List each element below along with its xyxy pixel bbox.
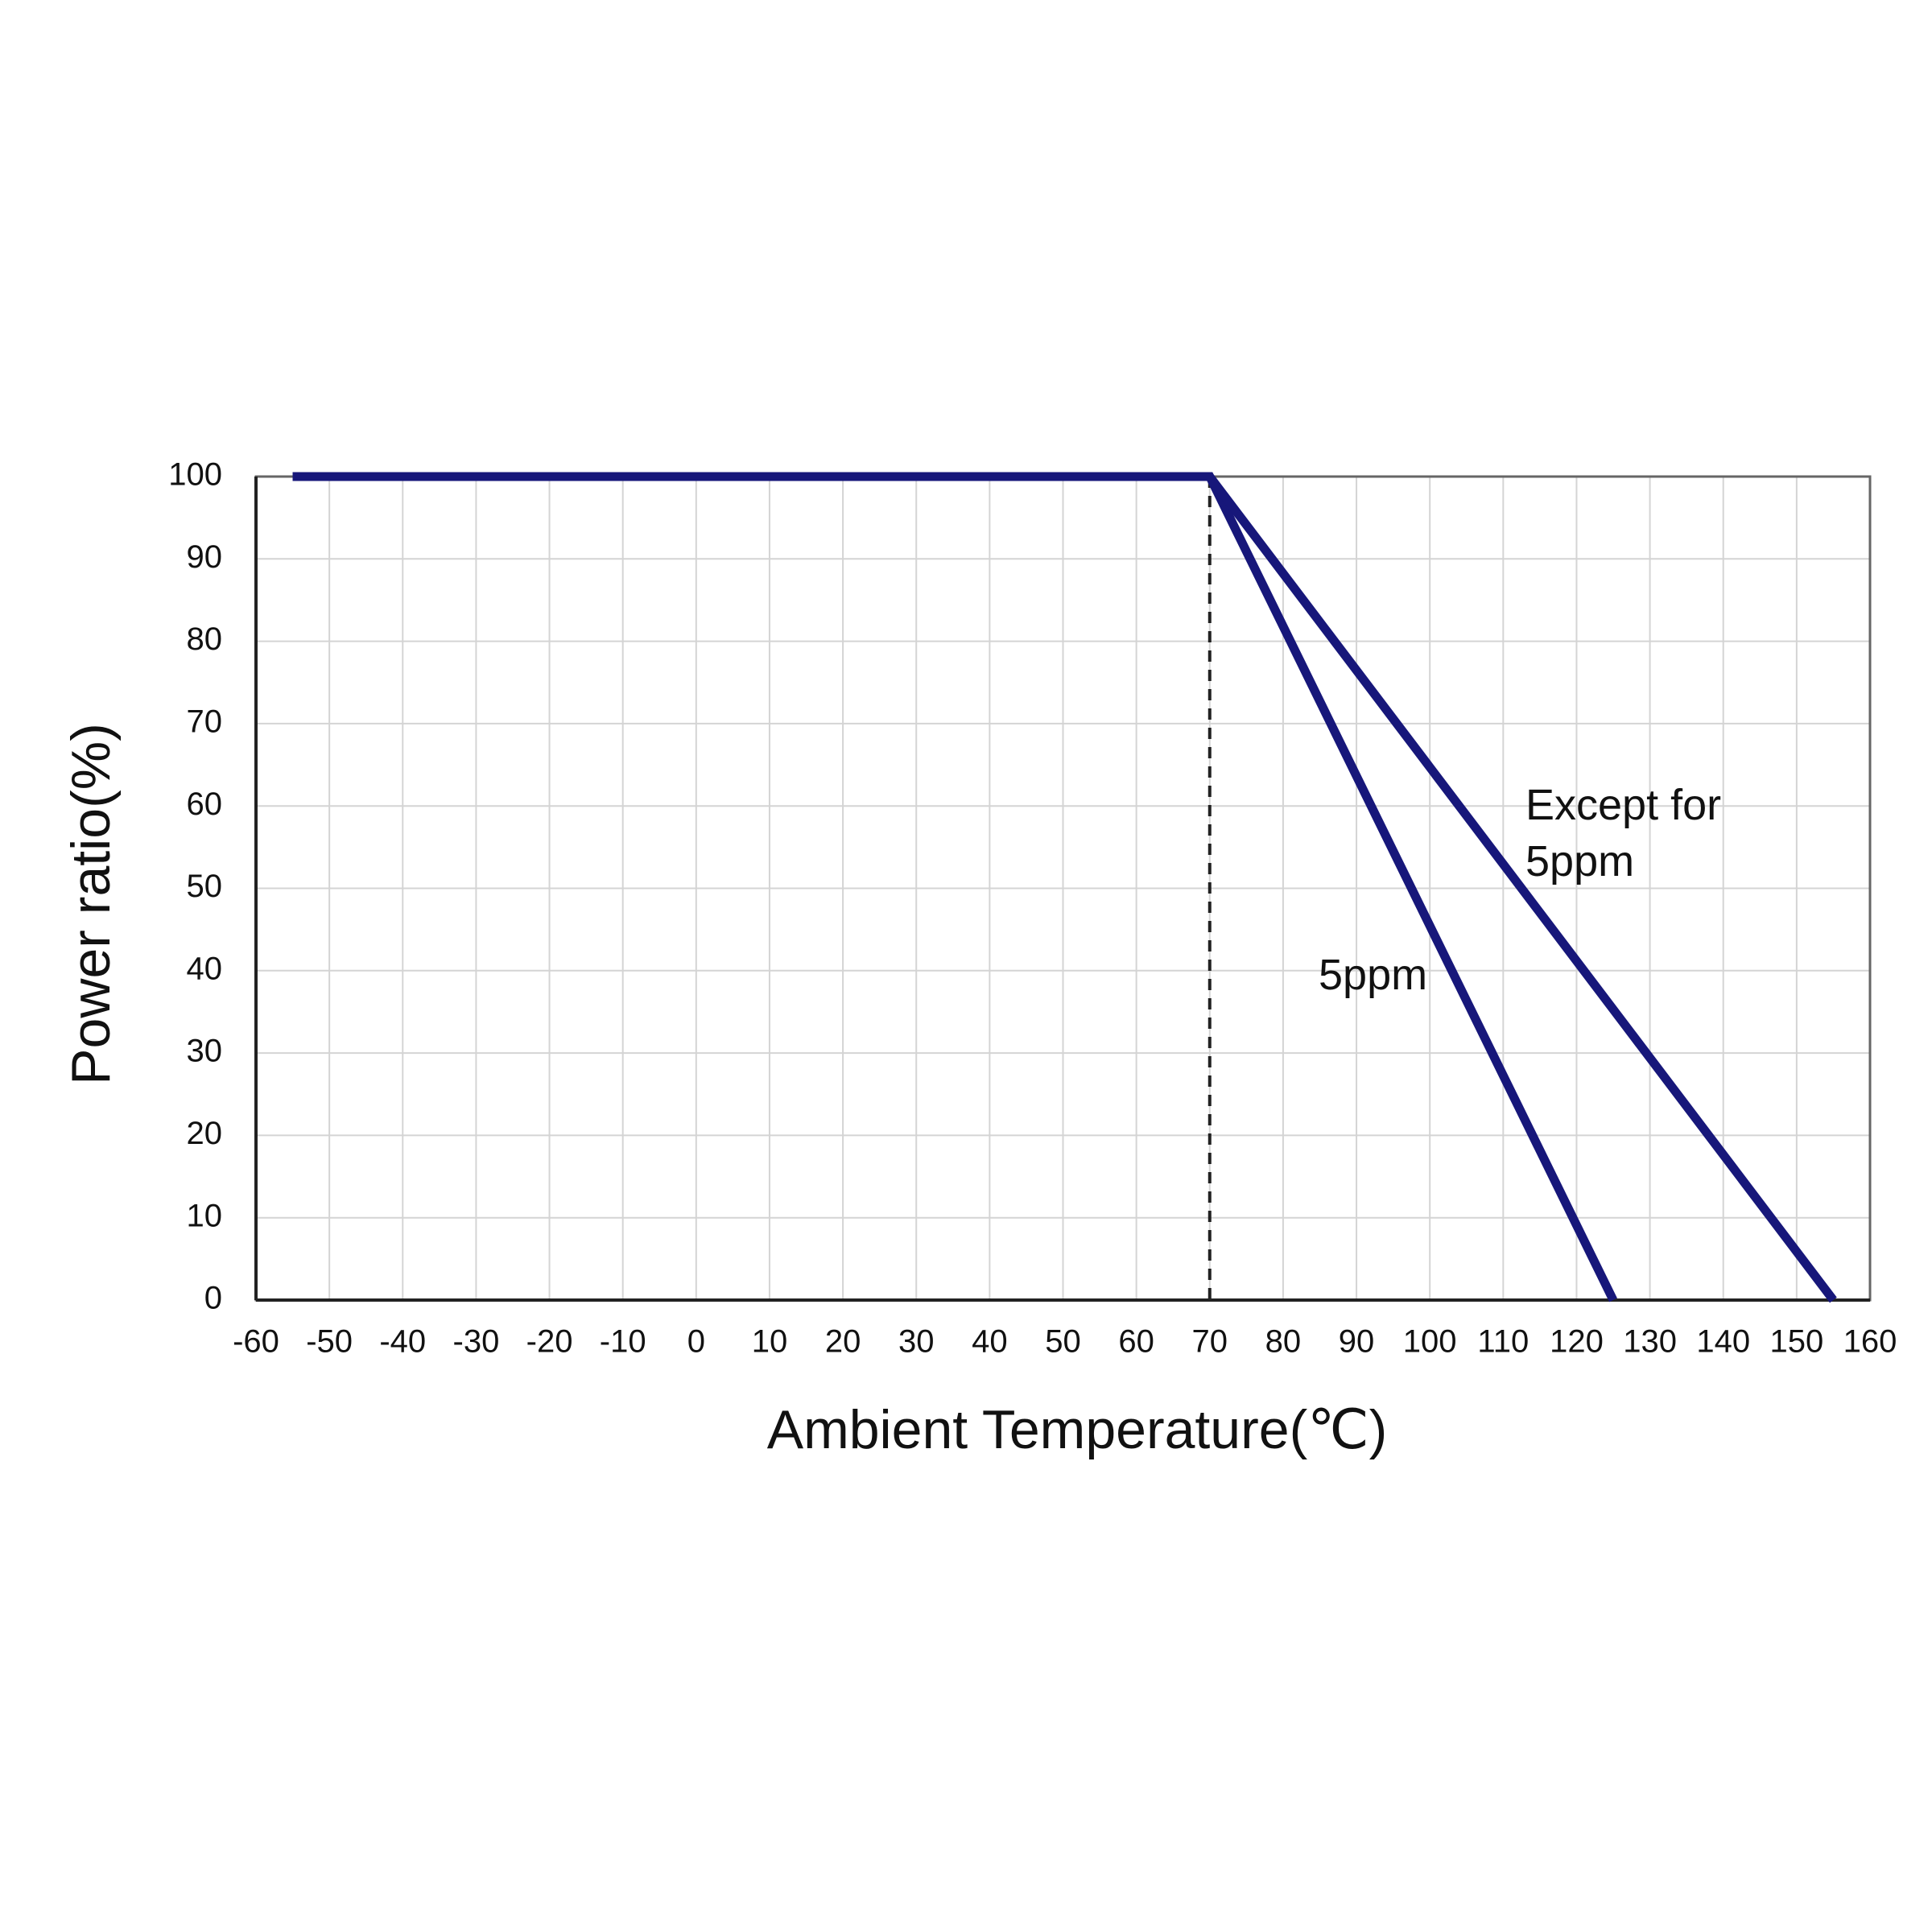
y-tick-label: 30 xyxy=(187,1034,223,1069)
x-tick-label: 0 xyxy=(687,1324,705,1360)
x-tick-label: 100 xyxy=(1403,1324,1457,1360)
x-axis-title: Ambient Temperature(℃) xyxy=(767,1399,1388,1460)
y-tick-label: 90 xyxy=(187,539,223,575)
x-tick-label: 140 xyxy=(1696,1324,1750,1360)
y-tick-label: 50 xyxy=(187,869,223,904)
y-tick-label: 10 xyxy=(187,1198,223,1233)
x-tick-label: 50 xyxy=(1045,1324,1081,1360)
x-tick-label: 80 xyxy=(1265,1324,1302,1360)
y-tick-label: 60 xyxy=(187,786,223,822)
x-tick-label: 130 xyxy=(1623,1324,1677,1360)
y-tick-label: 20 xyxy=(187,1116,223,1151)
y-tick-label: 70 xyxy=(187,704,223,739)
x-tick-label: 10 xyxy=(752,1324,788,1360)
y-tick-label: 100 xyxy=(168,457,222,493)
y-tick-label: 40 xyxy=(187,951,223,986)
y-tick-label: 0 xyxy=(204,1281,222,1316)
x-tick-label: -10 xyxy=(600,1324,646,1360)
x-tick-label: 120 xyxy=(1550,1324,1604,1360)
x-tick-label: 110 xyxy=(1477,1324,1529,1360)
x-tick-label: 150 xyxy=(1769,1324,1823,1360)
x-tick-label: -40 xyxy=(379,1324,426,1360)
x-tick-label: -60 xyxy=(233,1324,279,1360)
x-tick-label: -50 xyxy=(306,1324,353,1360)
x-tick-label: -20 xyxy=(526,1324,573,1360)
x-tick-label: 40 xyxy=(972,1324,1008,1360)
x-tick-label: 30 xyxy=(898,1324,935,1360)
x-tick-label: 60 xyxy=(1118,1324,1154,1360)
data-line xyxy=(292,472,1837,1303)
y-axis-title: Power ratio(%) xyxy=(60,723,122,1085)
x-tick-label: 20 xyxy=(825,1324,861,1360)
y-tick-label: 80 xyxy=(187,621,223,657)
x-tick-label: 160 xyxy=(1843,1324,1897,1360)
x-tick-label: 70 xyxy=(1192,1324,1228,1360)
x-tick-label: -30 xyxy=(453,1324,500,1360)
x-tick-label: 90 xyxy=(1339,1324,1375,1360)
annotation: Except for 5ppm xyxy=(1525,781,1722,886)
annotation: 5ppm xyxy=(1319,951,1428,999)
